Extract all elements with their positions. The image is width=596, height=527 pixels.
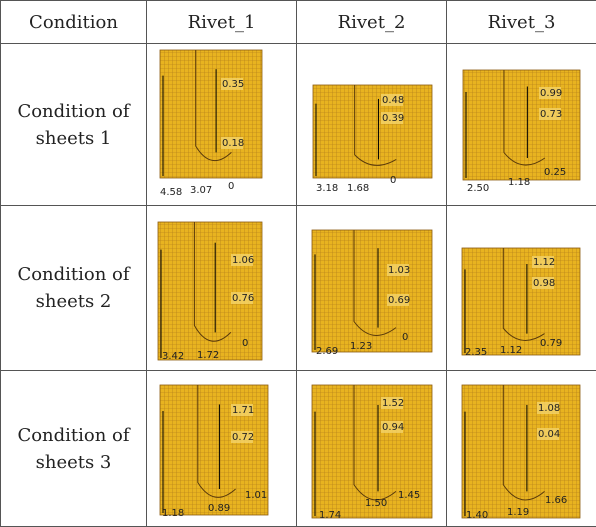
row: Condition of sheets 1 [1, 44, 596, 206]
row: Condition of sheets 2 [1, 206, 596, 371]
row: Condition of sheets 3 [1, 371, 596, 527]
header-cell: Rivet_3 [447, 1, 596, 44]
page: {"table": { "header": ["Condition", "Riv… [0, 0, 596, 526]
results-table: Condition Rivet_1 Rivet_2 Rivet_3 Condit… [0, 0, 596, 527]
header-cell: Condition [1, 1, 147, 44]
row-label: Condition of sheets 3 [1, 371, 147, 527]
header-row: Condition Rivet_1 Rivet_2 Rivet_3 [1, 1, 596, 44]
row-label: Condition of sheets 1 [1, 44, 147, 206]
header-cell: Rivet_2 [297, 1, 447, 44]
row-label: Condition of sheets 2 [1, 206, 147, 371]
header-cell: Rivet_1 [147, 1, 297, 44]
